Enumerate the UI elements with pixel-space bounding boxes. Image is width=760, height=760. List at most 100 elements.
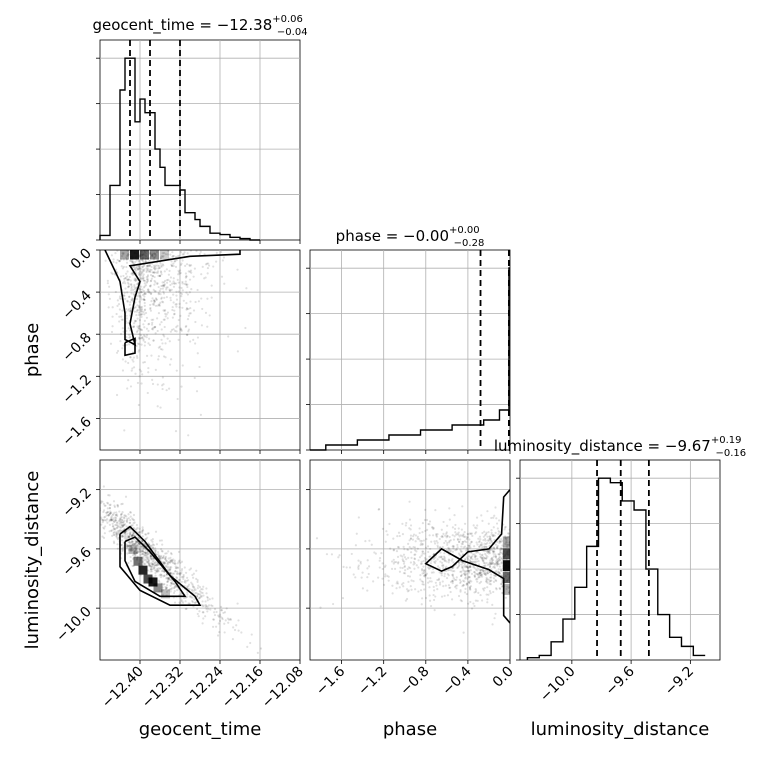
sample-point [134,541,138,545]
sample-point [119,275,123,278]
sample-point [128,534,132,537]
sample-point [484,539,487,542]
sample-point [443,556,446,559]
sample-point [172,285,176,288]
sample-point [148,343,152,347]
sample-point [508,534,510,538]
sample-point [96,503,98,505]
sample-point [168,566,172,569]
sample-point [486,598,489,601]
sample-point [478,576,481,579]
sample-point [475,541,478,544]
sample-point [134,553,137,556]
sample-point [423,518,427,522]
sample-point [113,505,116,509]
sample-point [428,523,431,526]
sample-point [162,575,165,578]
sample-point [154,547,157,550]
sample-point [245,287,248,290]
sample-point [465,565,468,568]
sample-point [457,527,460,530]
sample-point [128,333,131,336]
sample-point [100,516,103,519]
sample-point [182,577,185,580]
sample-point [167,557,170,560]
sample-point [102,518,105,522]
sample-point [185,333,189,336]
sample-point [108,507,112,510]
sample-point [157,569,160,573]
sample-point [129,259,132,262]
sample-point [132,261,135,264]
sample-point [364,540,367,543]
sample-point [150,570,153,573]
sample-point [169,556,172,560]
sample-point [131,367,134,370]
sample-point [196,612,199,616]
sample-point [123,531,127,534]
sample-point [164,315,167,318]
sample-point [495,579,498,583]
sample-point [432,593,435,597]
sample-point [156,270,160,273]
sample-point [112,260,115,264]
sample-point [134,306,137,309]
sample-point [361,587,364,590]
sample-point [149,565,152,568]
sample-point [451,534,454,537]
sample-point [494,506,497,509]
sample-point [429,604,433,608]
sample-point [143,293,146,296]
sample-point [140,550,143,553]
sample-point [174,565,177,568]
sample-point [379,605,382,608]
sample-point [113,511,116,514]
sample-point [135,259,138,262]
sample-point [130,369,133,372]
sample-point [138,324,141,328]
sample-point [123,280,126,283]
sample-point [459,548,462,551]
sample-point [128,295,131,298]
sample-point [474,532,477,535]
sample-point [421,531,424,534]
sample-point [198,596,202,599]
xlabel-luminosity-distance: luminosity_distance [531,719,710,740]
sample-point [132,513,136,517]
sample-point [136,526,139,529]
sample-point [425,518,429,522]
sample-point [451,526,454,529]
sample-point [180,576,183,579]
sample-point [147,264,150,267]
sample-point [115,351,119,354]
sample-point [384,564,387,567]
sample-point [153,299,156,302]
sample-point [481,531,484,535]
sample-point [147,366,150,370]
sample-point [205,607,208,611]
sample-point [478,571,482,575]
sample-point [471,558,474,561]
sample-point [433,609,436,612]
sample-point [149,545,152,548]
sample-point [172,582,175,585]
contour-line [424,489,510,624]
sample-point [124,287,127,290]
sample-point [181,306,184,309]
sample-point [120,521,123,525]
sample-point [172,277,175,280]
sample-point [469,585,473,588]
sample-point [194,320,197,324]
sample-point [421,580,425,584]
sample-point [466,548,469,552]
sample-point [424,596,428,600]
sample-point [139,291,142,294]
sample-point [103,518,107,522]
sample-point [482,539,485,542]
sample-point [143,360,146,364]
sample-point [130,547,133,550]
sample-point [193,587,196,590]
sample-point [116,503,119,507]
sample-point [506,585,509,588]
sample-point [150,565,153,568]
